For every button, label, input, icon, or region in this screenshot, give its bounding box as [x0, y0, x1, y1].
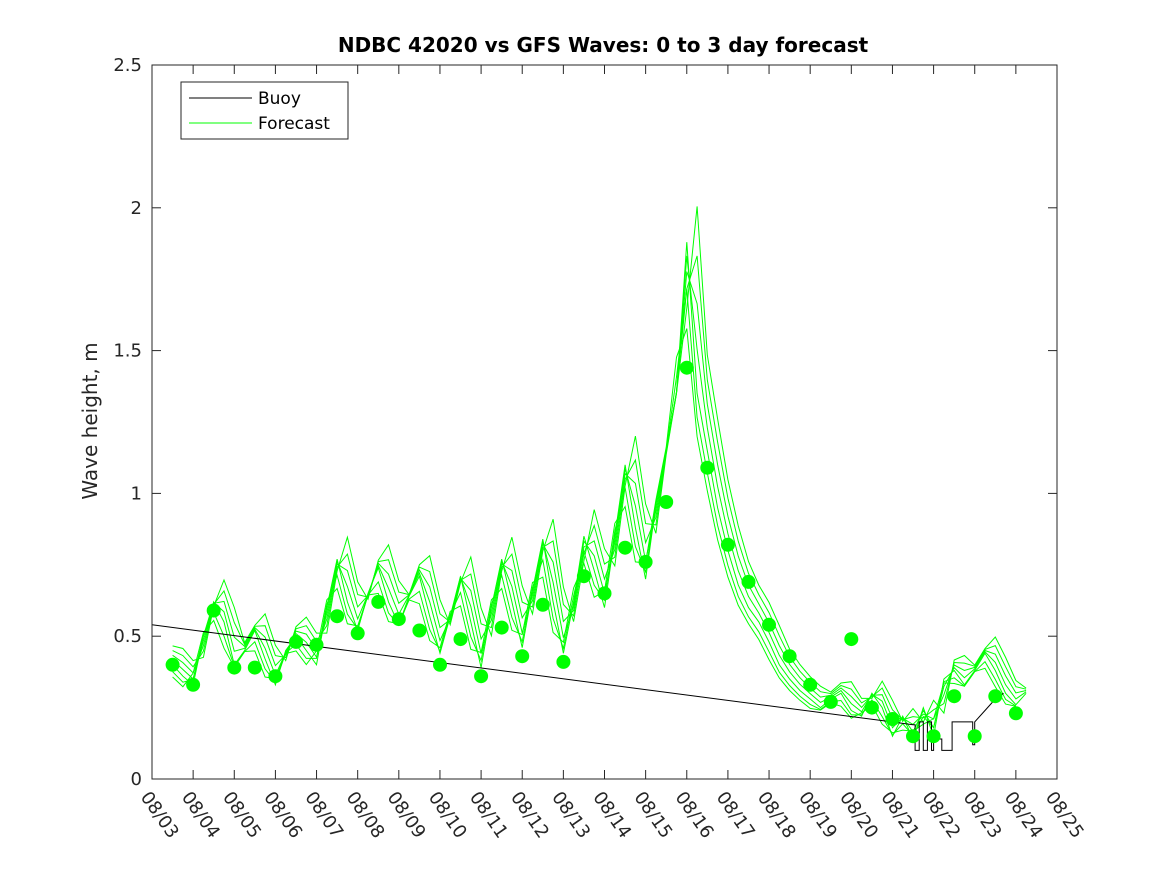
- forecast-point: [679, 360, 694, 375]
- forecast-point: [741, 574, 756, 589]
- forecast-line: [172, 242, 1027, 741]
- forecast-point: [1008, 706, 1023, 721]
- forecast-point: [433, 657, 447, 672]
- forecast-point: [638, 554, 653, 569]
- plot-frame: [151, 64, 1058, 780]
- y-axis-label: Wave height, m: [78, 342, 102, 499]
- x-tick-label: 08/08: [342, 788, 389, 843]
- forecast-point: [289, 634, 303, 649]
- x-tick-label: 08/23: [959, 788, 1006, 843]
- x-tick-label: 08/20: [835, 788, 882, 843]
- x-tick-label: 08/25: [1041, 788, 1088, 843]
- forecast-point: [864, 700, 879, 715]
- x-tick-label: 08/17: [712, 788, 759, 843]
- legend: Buoy Forecast: [180, 81, 349, 140]
- forecast-point: [412, 623, 427, 638]
- forecast-point: [350, 626, 365, 641]
- forecast-point: [803, 677, 818, 692]
- y-tick-label: 0.5: [113, 626, 142, 647]
- forecast-point: [782, 649, 797, 664]
- chart-title: NDBC 42020 vs GFS Waves: 0 to 3 day fore…: [338, 33, 869, 57]
- x-tick-label: 08/18: [753, 788, 800, 843]
- forecast-point: [926, 729, 941, 744]
- x-tick-label: 08/03: [136, 788, 183, 843]
- buoy-line: [152, 624, 1004, 751]
- forecast-point: [844, 632, 859, 647]
- y-tick-label: 2.5: [113, 55, 142, 76]
- forecast-point: [474, 669, 489, 684]
- forecast-point: [700, 460, 715, 475]
- forecast-point: [556, 654, 571, 669]
- forecast-point: [535, 597, 550, 612]
- forecast-point: [906, 729, 920, 744]
- forecast-point: [967, 729, 982, 744]
- legend-box: [180, 81, 349, 140]
- x-tick-label: 08/15: [630, 788, 677, 843]
- forecast-point: [597, 586, 612, 601]
- forecast-point: [823, 694, 838, 709]
- y-tick-label: 1: [131, 483, 142, 504]
- x-tick-label: 08/24: [1000, 788, 1047, 843]
- axes: 00.511.522.508/0308/0408/0508/0608/0708/…: [113, 55, 1088, 842]
- forecast-point: [309, 637, 324, 652]
- forecast-line: [172, 328, 1017, 734]
- forecast-point: [330, 609, 345, 624]
- forecast-point: [453, 632, 468, 647]
- x-tick-label: 08/13: [547, 788, 594, 843]
- forecast-point: [618, 540, 633, 555]
- forecast-point: [885, 712, 900, 726]
- x-tick-label: 08/07: [300, 788, 347, 843]
- forecast-point: [720, 537, 735, 552]
- x-tick-label: 08/14: [588, 788, 635, 843]
- forecast-point: [371, 594, 386, 609]
- legend-forecast-label: Forecast: [258, 114, 330, 134]
- forecast-line: [172, 206, 1027, 723]
- forecast-point: [206, 603, 221, 618]
- x-tick-label: 08/12: [506, 788, 553, 843]
- forecast-point: [576, 569, 591, 584]
- forecast-line: [172, 288, 1017, 737]
- x-tick-label: 08/22: [918, 788, 965, 843]
- x-tick-label: 08/05: [218, 788, 265, 843]
- forecast-point: [494, 620, 509, 635]
- x-tick-label: 08/04: [177, 788, 224, 843]
- x-tick-label: 08/19: [794, 788, 841, 843]
- forecast-point: [659, 495, 674, 509]
- y-tick-label: 2: [131, 198, 142, 219]
- forecast-point: [988, 689, 1003, 704]
- x-tick-label: 08/09: [383, 788, 430, 843]
- forecast-point: [247, 660, 262, 675]
- forecast-point: [515, 649, 530, 664]
- forecast-point: [391, 612, 406, 627]
- x-tick-label: 08/21: [876, 788, 923, 843]
- y-tick-label: 1.5: [113, 341, 142, 362]
- legend-buoy-label: Buoy: [258, 89, 301, 109]
- forecast-point: [227, 660, 242, 675]
- forecast-point: [268, 669, 283, 684]
- forecast-point: [762, 617, 776, 632]
- forecast-line: [172, 255, 1027, 733]
- plot-area: [152, 206, 1027, 751]
- forecast-point: [165, 657, 180, 672]
- y-tick-label: 0: [131, 769, 142, 790]
- x-tick-label: 08/06: [259, 788, 306, 843]
- forecast-point: [947, 689, 962, 704]
- forecast-point: [186, 677, 201, 692]
- x-tick-label: 08/10: [424, 788, 471, 843]
- x-tick-label: 08/16: [671, 788, 718, 843]
- x-tick-label: 08/11: [465, 788, 512, 843]
